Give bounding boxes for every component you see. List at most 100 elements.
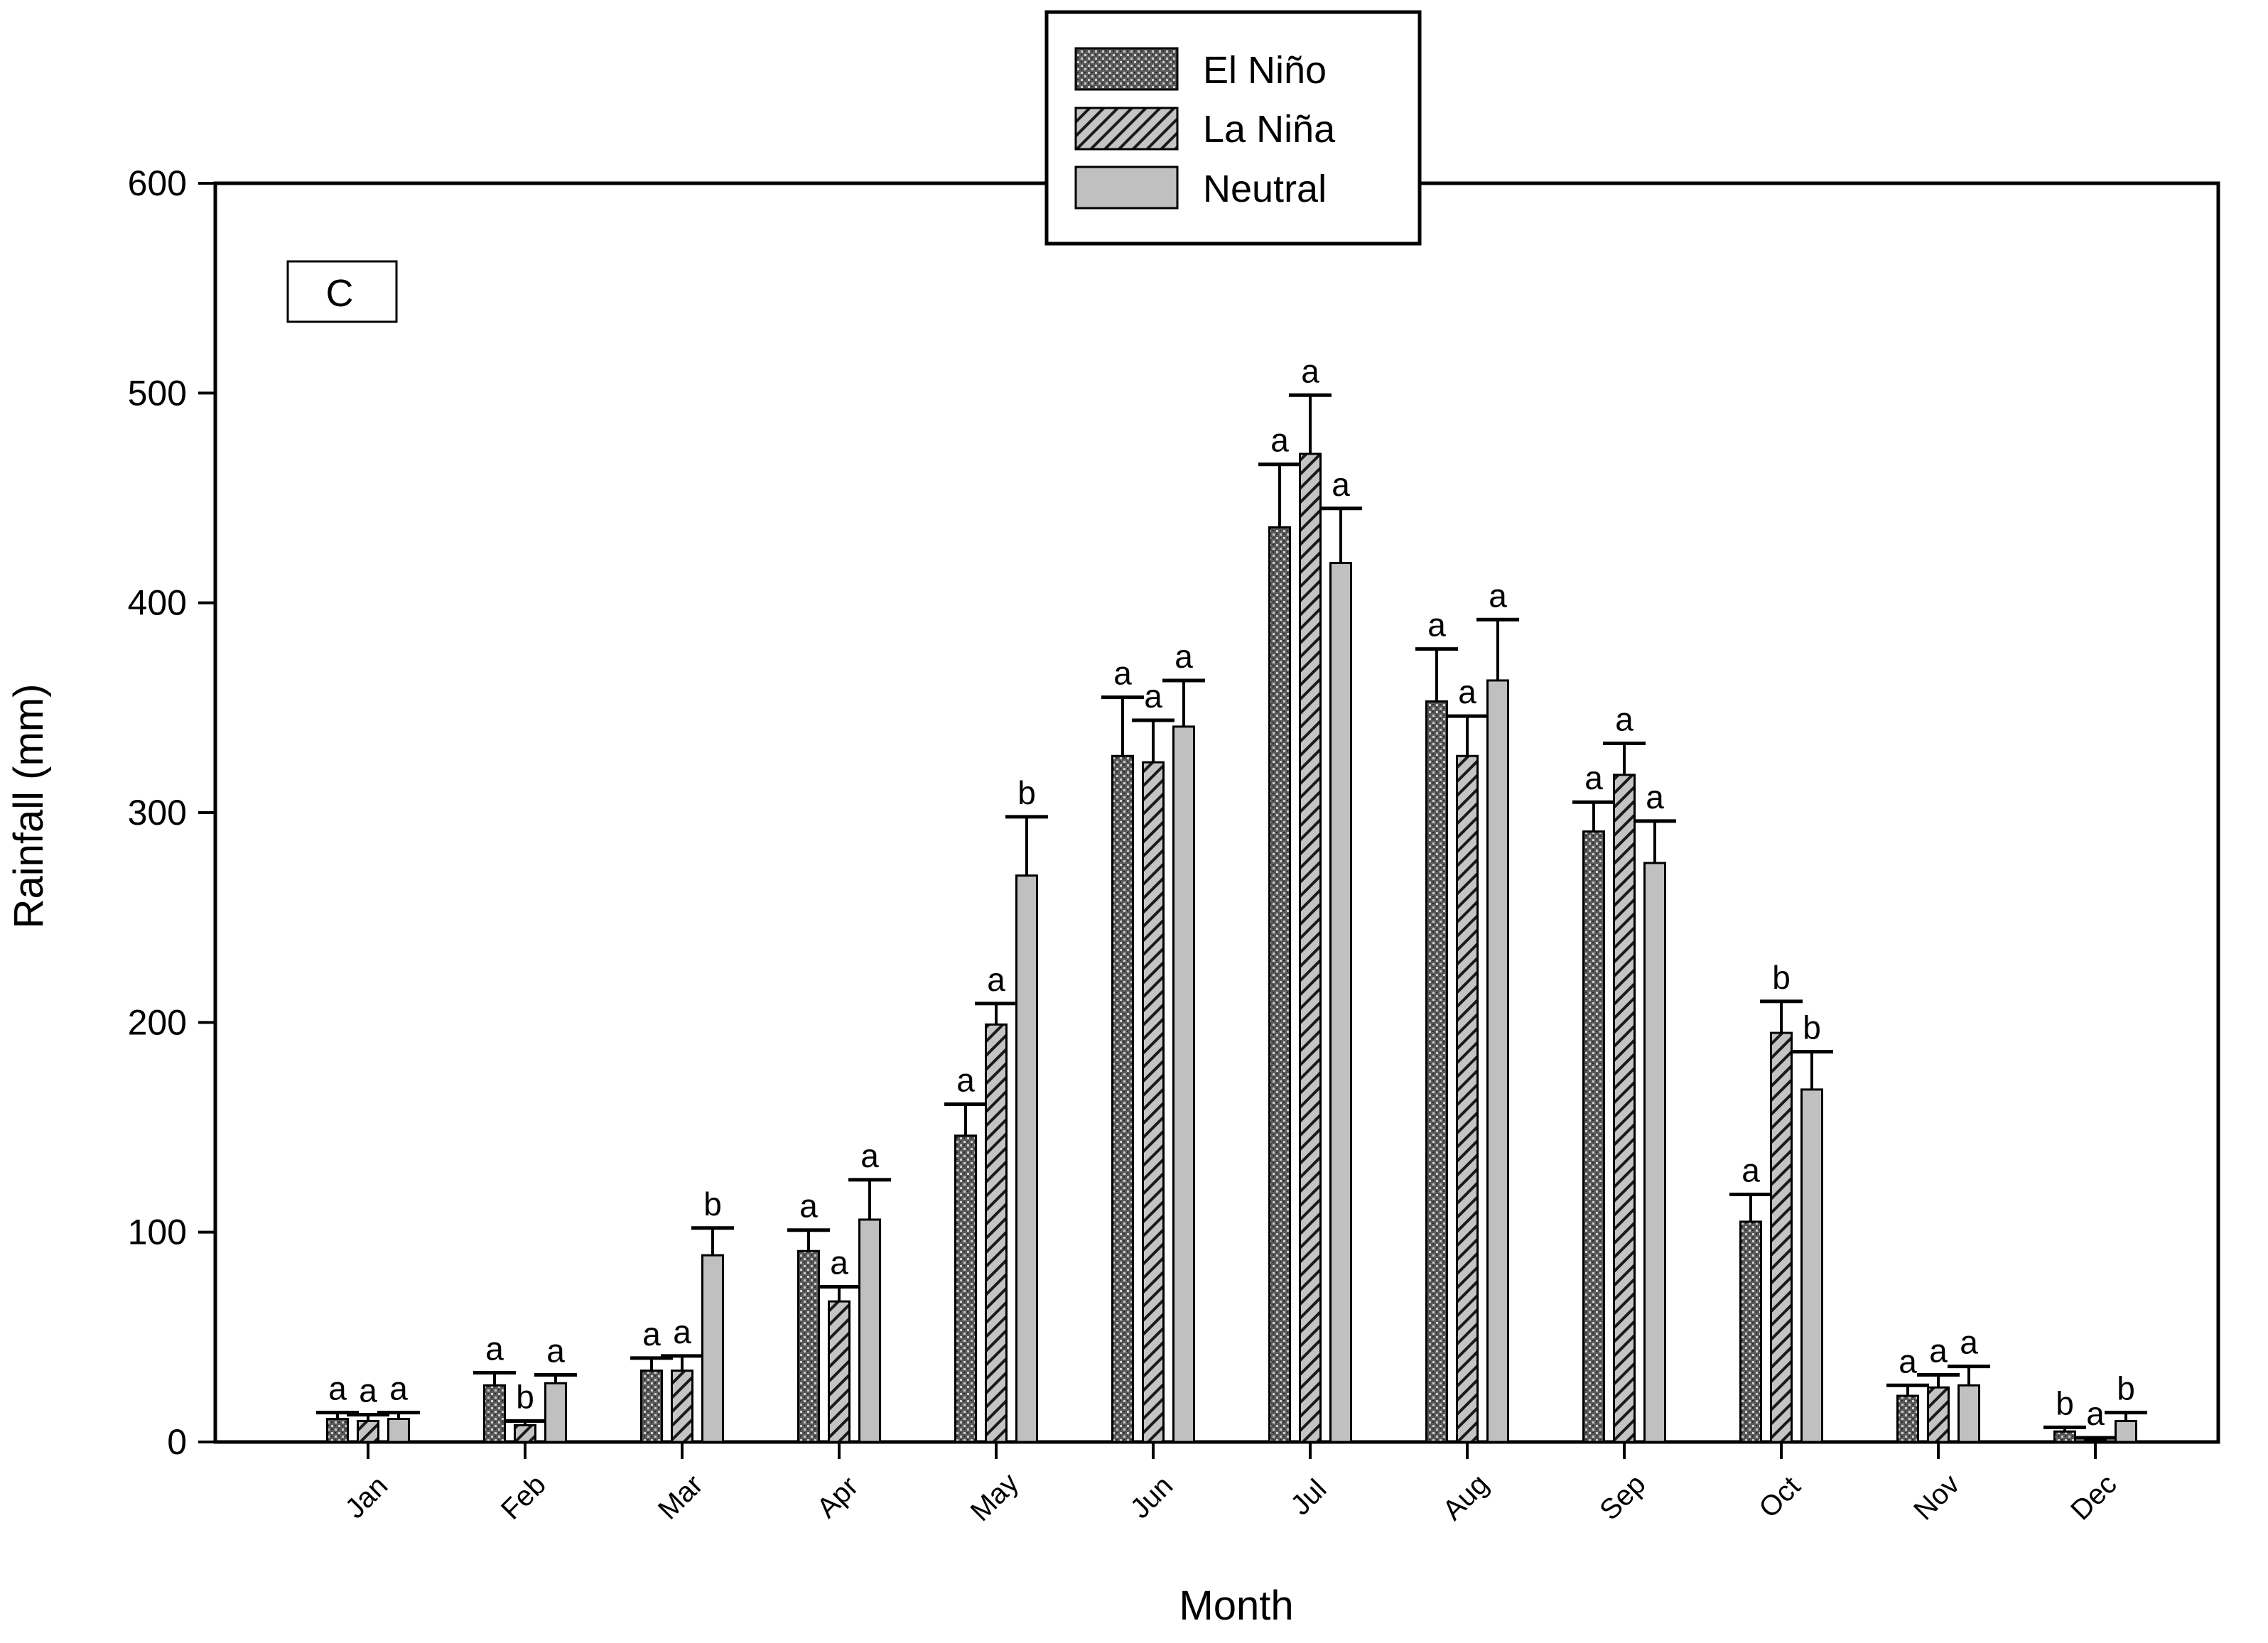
bar-el-nino xyxy=(954,1134,977,1443)
bar-neutral xyxy=(544,1382,567,1443)
significance-letter-la-nina: a xyxy=(1615,701,1634,738)
y-axis-title: Rainfall (mm) xyxy=(6,684,52,929)
significance-letter-neutral: a xyxy=(389,1370,408,1407)
x-tick-label: Feb xyxy=(495,1469,552,1526)
y-tick-label: 200 xyxy=(128,1002,187,1042)
legend-label-neutral: Neutral xyxy=(1203,168,1327,210)
significance-letter-neutral: a xyxy=(860,1137,879,1174)
bar-el-nino xyxy=(483,1384,506,1443)
bar-neutral xyxy=(1015,874,1038,1443)
y-tick-label: 100 xyxy=(128,1213,187,1252)
significance-letter-el-nino: a xyxy=(1270,422,1289,459)
significance-letter-neutral: a xyxy=(1646,779,1664,815)
bar-la-nina xyxy=(1456,754,1479,1443)
bar-el-nino xyxy=(640,1370,663,1443)
bar-neutral xyxy=(387,1418,410,1443)
bar-el-nino xyxy=(2053,1430,2076,1443)
significance-letter-neutral: b xyxy=(703,1186,722,1222)
bar-el-nino xyxy=(1425,700,1448,1443)
bar-la-nina xyxy=(671,1370,693,1443)
bar-neutral xyxy=(1643,862,1666,1443)
significance-letter-la-nina: a xyxy=(830,1244,848,1281)
significance-letter-el-nino: a xyxy=(328,1370,347,1407)
bar-neutral xyxy=(2115,1419,2137,1443)
bar-el-nino xyxy=(1268,526,1291,1443)
significance-letter-la-nina: a xyxy=(1301,352,1319,389)
significance-letter-el-nino: a xyxy=(1427,607,1446,644)
x-axis-title: Month xyxy=(1179,1583,1293,1629)
panel-label-text: C xyxy=(326,272,354,315)
legend-swatch-el-nino xyxy=(1074,47,1179,91)
significance-letter-la-nina: a xyxy=(1144,678,1162,715)
x-tick-label: Jun xyxy=(1125,1470,1179,1525)
significance-letter-el-nino: a xyxy=(642,1316,661,1352)
significance-letter-el-nino: a xyxy=(1899,1343,1917,1379)
significance-letter-la-nina: a xyxy=(673,1313,691,1350)
bar-la-nina xyxy=(828,1300,850,1443)
bar-neutral xyxy=(1958,1384,1980,1443)
legend-swatch-la-nina xyxy=(1074,107,1179,151)
significance-letter-la-nina: a xyxy=(987,961,1005,998)
legend-label-el-nino: El Niño xyxy=(1203,49,1327,92)
legend-label-la-nina: La Niña xyxy=(1203,108,1336,151)
bar-neutral xyxy=(1329,562,1352,1443)
panel-label: C xyxy=(286,260,398,323)
plot-area-frame xyxy=(213,181,2220,1444)
bar-neutral xyxy=(701,1254,724,1443)
bar-el-nino xyxy=(797,1249,820,1443)
significance-letter-neutral: a xyxy=(1960,1324,1978,1361)
x-tick-label: Nov xyxy=(1908,1468,1965,1526)
y-tick-label: 400 xyxy=(128,583,187,623)
bar-la-nina xyxy=(1927,1386,1950,1443)
significance-letter-el-nino: a xyxy=(485,1330,504,1367)
x-tick-label: Apr xyxy=(811,1470,864,1524)
significance-letter-el-nino: a xyxy=(799,1188,818,1225)
x-axis: Jan Feb Mar Apr May Jun Jul Aug Sep Oct Nov Dec xyxy=(340,1442,2123,1527)
significance-letter-la-nina: b xyxy=(516,1378,534,1415)
bar-el-nino xyxy=(1111,754,1134,1443)
x-tick-label: Jan xyxy=(340,1470,394,1525)
bar-la-nina xyxy=(357,1419,379,1443)
legend-swatch-neutral xyxy=(1074,166,1179,210)
significance-letter-neutral: b xyxy=(1017,774,1036,811)
significance-letter-neutral: a xyxy=(1489,577,1507,614)
x-tick-label: Jul xyxy=(1285,1473,1332,1521)
y-axis: 0 100 200 300 400 500 600 xyxy=(128,163,215,1462)
bar-neutral xyxy=(1800,1088,1823,1443)
significance-letter-el-nino: a xyxy=(1584,759,1603,796)
bar-el-nino xyxy=(1896,1394,1919,1443)
bar-el-nino xyxy=(1739,1220,1762,1443)
y-tick-label: 500 xyxy=(128,373,187,413)
significance-letter-neutral: b xyxy=(2117,1370,2135,1407)
x-tick-label: Oct xyxy=(1753,1470,1806,1524)
y-tick-label: 0 xyxy=(167,1422,187,1462)
bar-la-nina xyxy=(1770,1031,1793,1443)
bar-el-nino xyxy=(1582,830,1605,1443)
significance-letter-la-nina: a xyxy=(1929,1332,1948,1369)
significance-letter-el-nino: a xyxy=(956,1062,975,1099)
significance-letter-neutral: a xyxy=(1174,638,1193,675)
significance-letter-la-nina: b xyxy=(1772,959,1791,996)
significance-letter-neutral: a xyxy=(546,1332,565,1369)
x-tick-label: Dec xyxy=(2065,1468,2122,1526)
x-tick-label: May xyxy=(965,1468,1025,1528)
bar-la-nina xyxy=(1142,761,1165,1443)
bar-la-nina xyxy=(1613,774,1636,1443)
x-tick-label: Mar xyxy=(652,1469,709,1526)
significance-letter-neutral: a xyxy=(1332,466,1350,503)
significance-letter-la-nina: a xyxy=(1458,673,1476,710)
bar-la-nina xyxy=(2084,1438,2107,1443)
significance-letter-neutral: b xyxy=(1803,1009,1821,1046)
bar-la-nina xyxy=(514,1424,536,1443)
legend: El Niño La Niña Neutral xyxy=(1044,10,1422,246)
bar-neutral xyxy=(1172,725,1195,1443)
bar-la-nina xyxy=(985,1023,1008,1443)
x-tick-label: Sep xyxy=(1594,1468,1651,1526)
significance-letter-la-nina: a xyxy=(2086,1395,2105,1432)
significance-letter-el-nino: a xyxy=(1113,655,1132,692)
bar-el-nino xyxy=(326,1418,349,1443)
x-tick-label: Aug xyxy=(1437,1468,1494,1526)
y-tick-label: 300 xyxy=(128,793,187,833)
